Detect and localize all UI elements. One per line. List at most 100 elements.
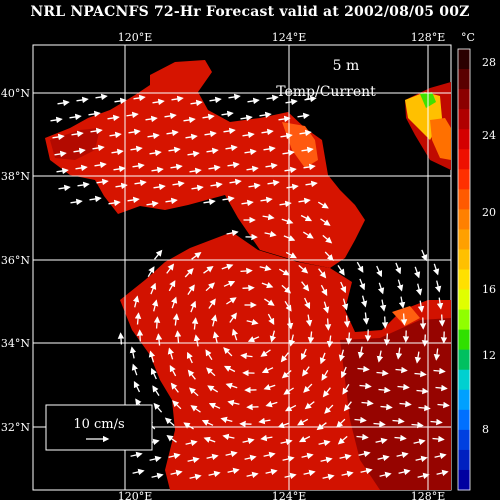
- current-vector: [242, 284, 255, 292]
- current-vector: [411, 421, 424, 429]
- current-vector: [284, 300, 292, 312]
- colorbar-frame: [457, 48, 471, 491]
- current-vector: [359, 278, 366, 291]
- current-vector: [227, 161, 240, 169]
- current-vector: [75, 164, 88, 172]
- current-vector: [246, 318, 259, 326]
- current-vector: [153, 316, 161, 329]
- current-vector: [318, 268, 327, 279]
- current-vector: [146, 200, 159, 208]
- current-vector: [168, 452, 181, 460]
- current-vector: [263, 451, 276, 459]
- current-vector: [379, 471, 392, 479]
- current-vector: [127, 196, 140, 204]
- current-vector: [170, 163, 183, 171]
- current-vector: [398, 468, 411, 476]
- current-vector: [92, 144, 105, 152]
- colorbar-tick: 28: [482, 56, 496, 69]
- lon-labels-bottom: 120°E 124°E 128°E: [118, 490, 446, 500]
- current-vector: [164, 112, 177, 120]
- current-vector: [417, 472, 430, 480]
- current-vector: [153, 249, 163, 260]
- lat-labels: 40°N 38°N 36°N 34°N 32°N: [1, 87, 30, 434]
- lat-tick: 38°N: [1, 170, 30, 183]
- current-vector: [303, 469, 316, 477]
- current-vector: [130, 451, 143, 459]
- current-vector: [190, 300, 197, 313]
- sea-hot-band: [340, 318, 451, 490]
- current-vector: [354, 416, 367, 424]
- current-vector: [356, 261, 364, 273]
- current-vector: [283, 235, 296, 242]
- current-vector: [261, 282, 274, 289]
- current-vector: [298, 197, 311, 205]
- current-vector: [247, 336, 260, 343]
- current-vector: [395, 347, 403, 360]
- current-vector: [134, 179, 147, 187]
- current-vector: [338, 349, 346, 362]
- figure-title: NRL NPACNFS 72-Hr Forecast valid at 2002…: [30, 4, 470, 20]
- current-vector: [267, 313, 275, 326]
- current-vector: [187, 150, 200, 158]
- current-vector: [69, 113, 82, 121]
- colorbar-cell: [458, 389, 470, 411]
- current-vector: [170, 382, 179, 393]
- current-vector: [277, 422, 290, 429]
- current-vector: [147, 132, 160, 140]
- current-vector: [153, 183, 166, 191]
- current-vector: [362, 312, 370, 325]
- current-vector: [396, 279, 404, 292]
- current-vector: [320, 456, 333, 464]
- current-vector: [168, 146, 181, 154]
- current-vector: [152, 385, 160, 396]
- current-vector: [240, 267, 253, 275]
- current-vector: [190, 405, 201, 413]
- current-vector: [259, 264, 272, 272]
- sea-orange-patch-ne: [430, 118, 451, 160]
- current-vector: [117, 332, 125, 345]
- current-vector: [381, 316, 389, 329]
- current-vector: [240, 114, 253, 122]
- current-vector: [345, 332, 353, 345]
- current-vector: [136, 329, 144, 342]
- current-vector: [418, 404, 431, 412]
- colorbar-cells: [458, 49, 470, 491]
- current-vector: [204, 130, 217, 138]
- current-vector: [304, 401, 315, 410]
- current-vector: [326, 335, 334, 348]
- current-vector: [166, 129, 179, 137]
- current-vector: [265, 162, 278, 170]
- current-vector: [168, 280, 176, 292]
- current-vector: [191, 252, 202, 260]
- current-vector: [278, 268, 290, 276]
- current-vector: [223, 280, 236, 287]
- colorbar-cell: [458, 249, 470, 270]
- current-vector: [227, 399, 240, 407]
- lat-tick: 40°N: [1, 87, 30, 100]
- current-vector: [241, 199, 254, 207]
- current-vector: [260, 196, 273, 204]
- current-vector: [432, 435, 445, 443]
- current-vector: [129, 346, 137, 359]
- current-vector: [57, 99, 70, 107]
- field-label: Temp/Current: [276, 84, 376, 100]
- current-vector: [240, 352, 253, 360]
- current-vector: [225, 144, 238, 152]
- current-vector: [394, 434, 407, 442]
- current-vector: [284, 472, 297, 480]
- current-vector: [210, 181, 223, 189]
- current-vector: [147, 266, 155, 278]
- current-vector: [376, 350, 384, 363]
- current-vector: [260, 349, 271, 357]
- current-vector: [359, 382, 372, 390]
- current-vector: [208, 402, 221, 409]
- current-vector: [54, 150, 67, 158]
- current-vector: [95, 93, 108, 101]
- lat-tick: 34°N: [1, 337, 30, 350]
- current-vector: [267, 179, 280, 187]
- current-vector: [265, 468, 278, 476]
- current-vector: [324, 251, 334, 261]
- lon-tick-top: 124°E: [272, 31, 307, 44]
- current-vector: [184, 268, 194, 278]
- current-vector: [319, 352, 326, 365]
